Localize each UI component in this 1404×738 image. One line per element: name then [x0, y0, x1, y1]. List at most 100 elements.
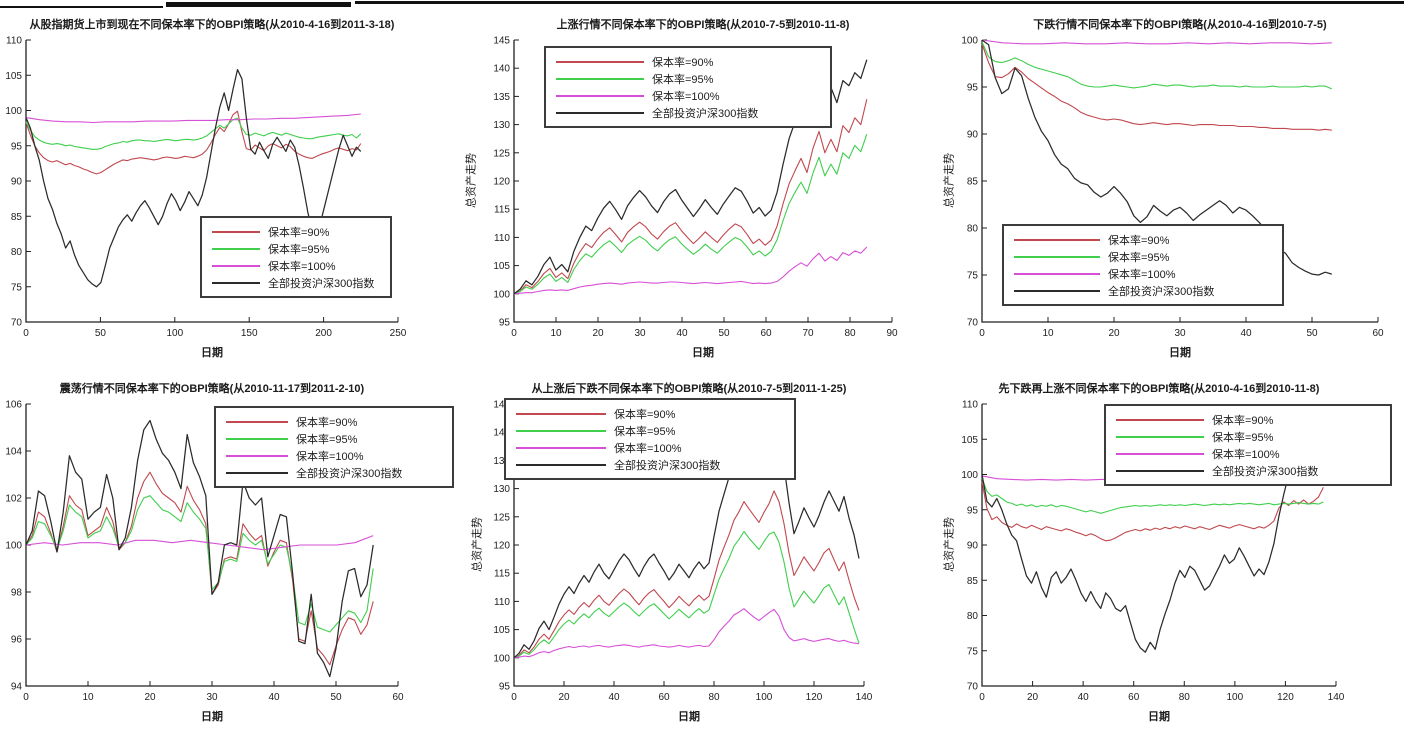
top-border-segment-middle: [166, 2, 351, 7]
x-tick-label: 50: [718, 328, 730, 339]
legend-line-swatch: [226, 471, 288, 474]
legend-line-swatch: [212, 281, 260, 284]
series-line-95: [25, 117, 362, 150]
x-tick-label: 150: [241, 328, 258, 339]
x-tick-label: 0: [23, 692, 29, 703]
x-tick-label: 20: [592, 328, 604, 339]
y-tick-label: 105: [961, 435, 978, 446]
y-tick-label: 130: [493, 484, 510, 495]
chart-panel-sideways: 震荡行情不同保本率下的OBPI策略(从2010-11-17到2011-2-10)…: [0, 374, 468, 738]
legend-label: 保本率=100%: [652, 90, 720, 103]
x-tick-label: 10: [82, 692, 94, 703]
y-tick-label: 70: [11, 318, 23, 329]
legend-line-swatch: [556, 111, 644, 114]
legend-row: 保本率=100%: [556, 87, 824, 104]
legend-line-swatch: [226, 437, 288, 440]
legend-line-swatch: [516, 412, 606, 415]
chart-title: 先下跌再上涨不同保本率下的OBPI策略(从2010-4-16到2010-11-8…: [998, 383, 1320, 395]
x-axis-label: 日期: [692, 347, 714, 359]
series-line-index: [981, 433, 1325, 653]
top-border-segment-right: [355, 1, 1404, 4]
chart-title: 下跌行情不同保本率下的OBPI策略(从2010-4-16到2010-7-5): [1033, 19, 1327, 31]
legend-row: 保本率=90%: [1014, 231, 1276, 248]
y-axis-label: 总资产走势: [465, 153, 478, 208]
y-tick-label: 70: [967, 318, 979, 329]
legend-label: 保本率=95%: [1108, 251, 1170, 264]
y-tick-label: 95: [967, 83, 979, 94]
legend-line-swatch: [516, 429, 606, 432]
y-tick-label: 145: [493, 400, 510, 411]
y-tick-label: 95: [11, 141, 23, 152]
y-tick-label: 75: [967, 646, 979, 657]
legend-label: 全部投资沪深300指数: [268, 277, 375, 290]
x-tick-label: 40: [1240, 328, 1252, 339]
x-axis-label: 日期: [1169, 347, 1191, 359]
y-tick-label: 96: [11, 635, 23, 646]
legend-row: 保本率=90%: [516, 405, 788, 422]
legend: 保本率=90% 保本率=95% 保本率=100% 全部投资沪深300指数: [1002, 224, 1284, 306]
x-tick-label: 60: [392, 692, 404, 703]
x-tick-label: 0: [511, 328, 517, 339]
y-tick-label: 98: [11, 588, 23, 599]
y-tick-label: 90: [967, 130, 979, 141]
legend-row: 保本率=100%: [212, 257, 384, 274]
y-tick-label: 130: [493, 120, 510, 131]
legend-label: 保本率=90%: [614, 408, 676, 421]
x-tick-label: 50: [95, 328, 107, 339]
x-tick-label: 60: [1372, 328, 1384, 339]
y-axis-label: 总资产走势: [943, 153, 956, 208]
x-tick-label: 80: [708, 692, 720, 703]
y-tick-label: 125: [493, 512, 510, 523]
legend-line-swatch: [516, 446, 606, 449]
legend-line-swatch: [1116, 469, 1204, 472]
series-line-100: [25, 535, 374, 551]
y-tick-label: 75: [11, 282, 23, 293]
y-tick-label: 140: [493, 64, 510, 75]
y-tick-label: 95: [499, 682, 511, 693]
x-tick-label: 80: [1179, 692, 1191, 703]
legend-label: 保本率=100%: [296, 450, 364, 463]
legend: 保本率=90% 保本率=95% 保本率=100% 全部投资沪深300指数: [504, 398, 796, 480]
y-tick-label: 120: [493, 177, 510, 188]
x-tick-label: 10: [550, 328, 562, 339]
legend-label: 全部投资沪深300指数: [652, 107, 759, 120]
series-line-95: [25, 495, 374, 633]
x-axis-label: 日期: [201, 347, 223, 359]
legend-label: 全部投资沪深300指数: [296, 467, 403, 480]
x-tick-label: 30: [206, 692, 218, 703]
x-tick-label: 10: [1042, 328, 1054, 339]
legend-label: 保本率=100%: [614, 442, 682, 455]
series-line-90: [513, 490, 860, 659]
y-tick-label: 106: [5, 400, 22, 411]
x-tick-label: 40: [268, 692, 280, 703]
plot-canvas: 0 20 40 60 80 100 120 140 95 100 105 110 115 120 125 13…: [493, 400, 872, 704]
legend-row: 保本率=95%: [226, 430, 446, 447]
legend-row: 保本率=90%: [556, 53, 824, 70]
y-tick-label: 100: [5, 541, 22, 552]
x-tick-label: 0: [23, 328, 29, 339]
y-tick-label: 120: [493, 541, 510, 552]
legend-line-swatch: [226, 420, 288, 423]
series-line-90: [981, 481, 1324, 542]
y-tick-label: 105: [5, 71, 22, 82]
y-tick-label: 100: [5, 106, 22, 117]
series-line-100: [513, 608, 860, 659]
plot-canvas: 0 10 20 30 40 50 60 70 75 80 85 90 95 100: [961, 36, 1384, 340]
chart-panel-overall-period: 从股指期货上市到现在不同保本率下的OBPI策略(从2010-4-16到2011-…: [0, 10, 468, 374]
legend-line-swatch: [556, 94, 644, 97]
legend-row: 全部投资沪深300指数: [556, 104, 824, 121]
plot-canvas: 0 10 20 30 40 50 60 94 96 98 100 102 104 106: [5, 400, 404, 704]
legend: 保本率=90% 保本率=95% 保本率=100% 全部投资沪深300指数: [200, 216, 392, 298]
x-tick-label: 50: [330, 692, 342, 703]
x-tick-label: 60: [1128, 692, 1140, 703]
legend-row: 保本率=95%: [516, 422, 788, 439]
legend-row: 全部投资沪深300指数: [212, 274, 384, 291]
legend-label: 全部投资沪深300指数: [1108, 285, 1215, 298]
legend-row: 保本率=95%: [1014, 248, 1276, 265]
y-tick-label: 100: [493, 653, 510, 664]
y-tick-label: 100: [961, 36, 978, 47]
legend-row: 全部投资沪深300指数: [226, 464, 446, 481]
series-line-95: [513, 530, 860, 659]
series-line-95: [513, 134, 868, 295]
legend-label: 保本率=95%: [614, 425, 676, 438]
